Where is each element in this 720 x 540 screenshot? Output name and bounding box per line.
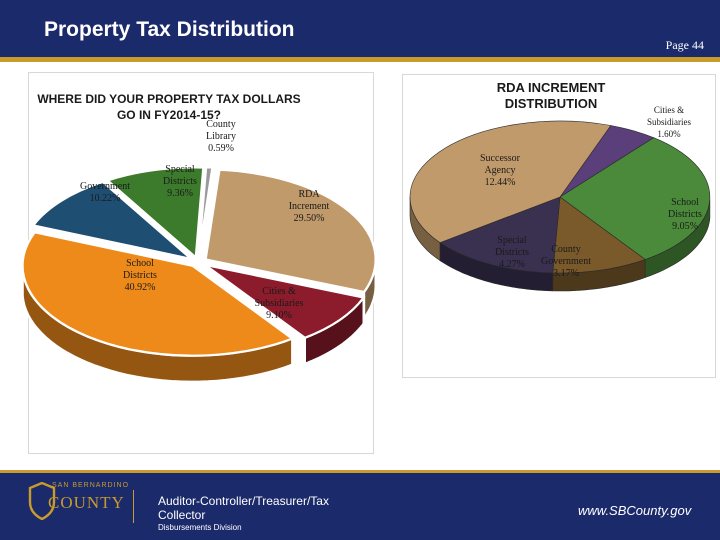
footer-divider [133,490,134,523]
right-label-school-districts: School Districts 9.05% [668,197,702,232]
county-shield-logo-icon [28,482,56,520]
left-pie-slice-special [105,166,205,260]
footer-accent-line [0,470,720,473]
left-label-school-districts: School Districts 40.92% [123,258,157,293]
left-label-cities-subsidiaries: Cities & Subsidiaries 9.10% [254,286,304,321]
footer-bar [0,470,720,540]
right-pie-slice-successor [409,120,612,243]
left-label-county-government: Government 10.22% [80,181,130,204]
left-pie-slice-library [197,166,214,258]
right-label-special-districts: Special Districts 4.27% [495,235,529,270]
logo-county-name: SAN BERNARDINO [52,482,130,489]
left-label-rda-increment: RDA Increment 29.50% [288,189,330,224]
left-pie-slice-county_gov [31,180,196,261]
header-bar [0,0,720,62]
left-label-special-districts: Special Districts 9.36% [163,164,197,199]
website-link[interactable]: www.SBCounty.gov [578,503,692,518]
right-label-successor-agency: Successor Agency 12.44% [480,153,520,188]
page-number: Page 44 [665,38,704,52]
left-pie-slice-school [21,231,295,357]
division-name: Disbursements Division [158,523,242,532]
left-pie-slice-rda [204,168,377,294]
right-pie-slice-school [559,137,711,260]
page-title: Property Tax Distribution [44,18,295,41]
left-pie-slice-cities [204,263,366,340]
left-label-county-library: County Library 0.59% [206,119,236,154]
right-pie-slice-county_gov [552,196,646,274]
right-chart-title: RDA INCREMENT DISTRIBUTION [496,80,606,111]
right-pie-slice-special [439,196,561,274]
department-name: Auditor-Controller/Treasurer/Tax Collect… [158,494,329,522]
logo-county-word: COUNTY [48,493,125,512]
header-accent-line [0,57,720,62]
right-label-cities-subsidiaries: Cities & Subsidiaries 1.60% [647,105,691,139]
right-label-county-government: County Government 3.17% [541,244,591,279]
left-chart-title: WHERE DID YOUR PROPERTY TAX DOLLARS GO I… [37,92,301,122]
